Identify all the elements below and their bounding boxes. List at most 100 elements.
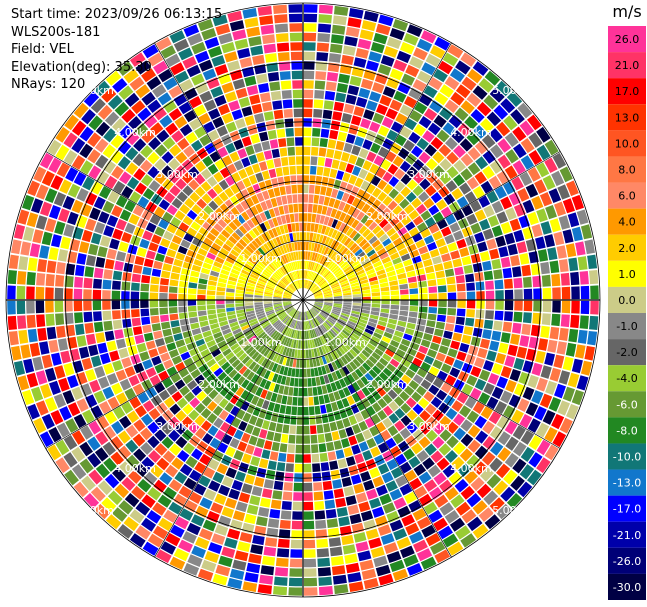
gate-cell: [308, 184, 315, 194]
gate-cell: [371, 303, 381, 308]
gate-cell: [341, 192, 350, 203]
gate-cell: [297, 311, 301, 320]
gate-cell: [416, 137, 429, 150]
gate-cell: [567, 212, 580, 228]
gate-cell: [486, 111, 502, 127]
gate-cell: [329, 43, 343, 54]
gate-cell: [363, 10, 379, 23]
gate-cell: [358, 501, 371, 513]
gate-cell: [408, 456, 421, 469]
colorbar-boxes: 26.021.017.013.010.08.06.04.02.01.00.0-1…: [608, 26, 646, 600]
gate-cell: [387, 247, 398, 256]
gate-cell: [213, 367, 224, 377]
gate-cell: [379, 95, 392, 107]
gate-cell: [449, 222, 461, 233]
gate-cell: [400, 402, 412, 414]
gate-cell: [358, 254, 368, 263]
gate-cell: [383, 405, 394, 417]
gate-cell: [498, 342, 509, 354]
gate-cell: [444, 234, 455, 245]
gate-cell: [528, 150, 543, 165]
gate-cell: [326, 72, 339, 82]
gate-cell: [443, 260, 453, 270]
gate-cell: [388, 401, 399, 412]
gate-cell: [232, 559, 247, 571]
gate-cell: [274, 306, 283, 311]
gate-cell: [58, 377, 70, 392]
gate-cell: [346, 271, 355, 278]
gate-cell: [62, 390, 75, 405]
gate-cell: [562, 386, 575, 402]
gate-cell: [268, 382, 276, 392]
gate-cell: [264, 537, 278, 547]
gate-cell: [210, 502, 224, 514]
gate-cell: [333, 325, 341, 333]
gate-cell: [296, 425, 303, 435]
gate-cell: [197, 568, 214, 581]
gate-cell: [329, 278, 337, 285]
gate-cell: [353, 329, 362, 337]
gate-cell: [338, 429, 347, 439]
gate-cell: [340, 247, 349, 256]
gate-cell: [331, 229, 338, 239]
gate-cell: [386, 323, 396, 330]
gate-cell: [333, 391, 341, 401]
gate-cell: [404, 491, 417, 504]
gate-cell: [296, 321, 300, 330]
gate-cell: [392, 155, 404, 167]
colorbar-tick-label: -2.0: [616, 346, 637, 359]
gate-cell: [406, 563, 423, 576]
gate-cell: [432, 165, 445, 178]
gate-cell: [399, 126, 412, 139]
colorbar-tick-label: 1.0: [618, 268, 636, 281]
gate-cell: [480, 118, 494, 133]
gate-cell: [434, 36, 451, 51]
gate-cell: [394, 181, 406, 192]
gate-cell: [332, 288, 341, 292]
gate-cell: [228, 369, 238, 379]
gate-cell: [477, 241, 488, 253]
gate-cell: [399, 104, 413, 117]
gate-cell: [403, 259, 413, 267]
gate-cell: [141, 456, 155, 470]
gate-cell: [352, 358, 361, 368]
gate-cell: [111, 382, 123, 395]
gate-cell: [371, 199, 382, 210]
gate-cell: [354, 248, 363, 257]
gate-cell: [427, 313, 437, 321]
gate-cell: [401, 215, 412, 226]
gate-cell: [319, 375, 326, 385]
gate-cell: [388, 188, 399, 199]
gate-cell: [124, 493, 140, 508]
gate-cell: [330, 120, 341, 131]
gate-cell: [188, 422, 200, 434]
gate-cell: [254, 327, 263, 335]
gate-cell: [71, 464, 87, 480]
gate-cell: [506, 91, 523, 107]
gate-cell: [395, 475, 408, 488]
gate-cell: [260, 320, 269, 327]
gate-cell: [513, 441, 527, 457]
gate-cell: [479, 251, 490, 262]
gate-cell: [333, 150, 343, 160]
gate-cell: [451, 400, 464, 412]
gate-cell: [307, 330, 312, 339]
gate-cell: [466, 309, 475, 318]
gate-cell: [183, 563, 200, 576]
gate-cell: [400, 289, 409, 295]
gate-cell: [230, 405, 240, 417]
gate-cell: [255, 329, 264, 337]
gate-cell: [435, 321, 445, 330]
gate-cell: [292, 358, 297, 368]
gate-cell: [171, 457, 184, 470]
gate-cell: [536, 457, 551, 474]
gate-cell: [374, 214, 385, 225]
gate-cell: [423, 501, 438, 515]
gate-cell: [523, 288, 533, 300]
gate-cell: [408, 227, 420, 237]
gate-cell: [467, 516, 483, 532]
gate-cell: [313, 338, 318, 348]
gate-cell: [389, 232, 400, 242]
gate-cell: [360, 118, 371, 129]
gate-cell: [482, 329, 492, 340]
